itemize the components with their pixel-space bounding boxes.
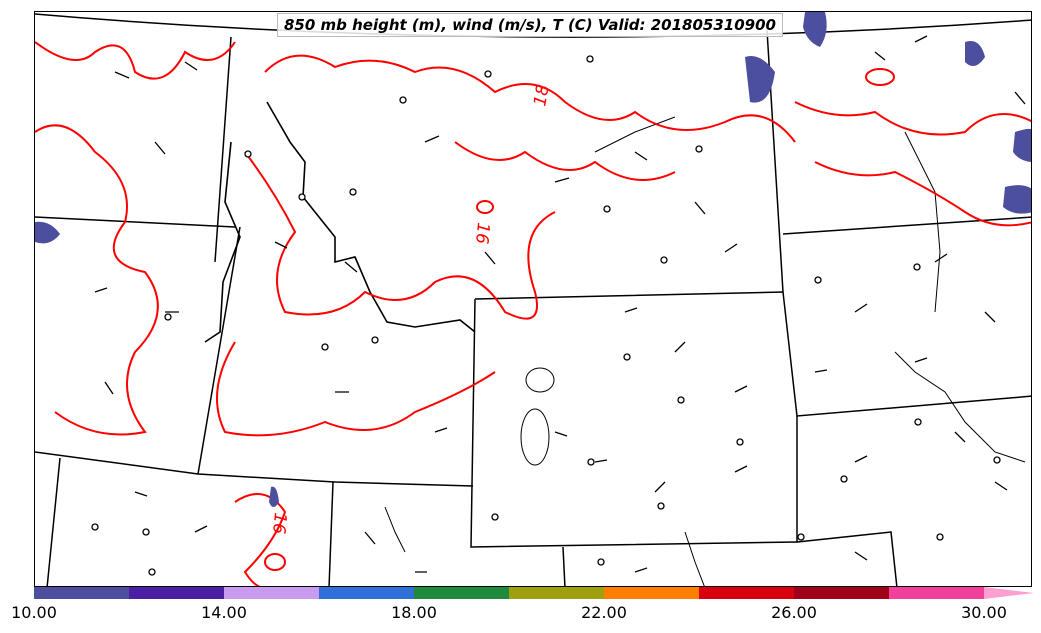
colorbar-segment	[319, 587, 414, 599]
state-boundary-id-west	[204, 141, 241, 343]
colorbar-segment	[224, 587, 319, 599]
colorbar-segment	[414, 587, 509, 599]
colorbar-segment	[129, 587, 224, 599]
calm-wind-markers	[91, 55, 1001, 576]
colorbar-tick-label: 14.00	[201, 603, 247, 622]
map-canvas: 18 16 16	[35, 12, 1031, 586]
colorbar-tick-label: 22.00	[581, 603, 627, 622]
colorbar-tick-label: 10.00	[11, 603, 57, 622]
high-wind-fill	[35, 12, 1031, 507]
colorbar-segment	[889, 587, 984, 599]
colorbar-segment	[794, 587, 889, 599]
map-panel: 18 16 16	[34, 11, 1032, 587]
contour-label-16-south: 16	[268, 512, 290, 535]
water-features	[384, 116, 1026, 586]
colorbar	[34, 587, 1034, 599]
colorbar-segment	[604, 587, 699, 599]
wind-barbs	[94, 35, 1026, 573]
colorbar-segment	[34, 587, 129, 599]
colorbar-tick-label: 26.00	[771, 603, 817, 622]
colorbar-tick-label: 30.00	[961, 603, 1007, 622]
colorbar-segments	[34, 587, 1034, 599]
colorbar-tick-label: 18.00	[391, 603, 437, 622]
colorbar-segment	[699, 587, 794, 599]
map-title: 850 mb height (m), wind (m/s), T (C) Val…	[277, 13, 783, 37]
temperature-contours	[35, 41, 1031, 586]
contour-label-16: 16	[471, 222, 493, 245]
colorbar-extend-arrow	[984, 587, 1034, 599]
colorbar-segment	[509, 587, 604, 599]
contour-label-18: 18	[530, 83, 553, 108]
state-boundary-id-mt	[266, 101, 476, 333]
